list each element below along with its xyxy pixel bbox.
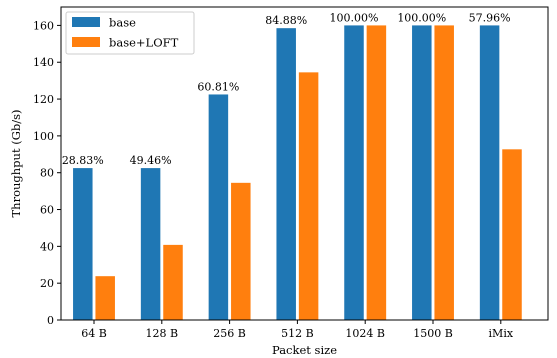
data-label-512-b: 84.88% <box>265 14 307 27</box>
x-tick-label-128-b: 128 B <box>146 327 179 340</box>
legend: base base+LOFT <box>65 11 195 55</box>
bar-base-loft-64-b <box>95 276 115 320</box>
annotations-layer: 28.83% 49.46% 60.81% 84.88% 100.00% 100.00% 57… <box>62 11 511 167</box>
y-tick-label-60: 60 <box>40 204 54 217</box>
y-tick-label-120: 120 <box>33 93 54 106</box>
legend-swatch-base-loft <box>72 37 100 47</box>
x-tick-label-256-b: 256 B <box>213 327 246 340</box>
bars-layer <box>73 25 522 321</box>
y-tick-label-40: 40 <box>40 240 54 253</box>
data-label-256-b: 60.81% <box>197 80 239 93</box>
bar-base-256-b <box>208 94 229 321</box>
bar-base-loft-1024-b <box>366 25 387 320</box>
bar-base-loft-256-b <box>231 182 251 320</box>
bar-base-loft-imix <box>502 149 522 320</box>
y-tick-label-160: 160 <box>33 19 54 32</box>
y-axis: 0 20 40 60 80 100 120 140 160 <box>33 19 61 327</box>
data-label-1500-b: 100.00% <box>397 11 446 24</box>
x-axis: 64 B 128 B 256 B 512 B 1024 B 1500 B iMix <box>81 320 514 340</box>
plot-frame <box>60 6 549 321</box>
legend-label-base: base <box>109 16 136 30</box>
y-tick-label-20: 20 <box>40 277 54 290</box>
legend-label-base-loft: base+LOFT <box>109 36 179 50</box>
data-label-64-b: 28.83% <box>62 154 104 167</box>
bar-base-imix <box>479 25 500 320</box>
bar-base-64-b <box>73 168 93 320</box>
bar-base-loft-1500-b <box>434 25 454 320</box>
y-tick-label-100: 100 <box>33 130 54 143</box>
bar-base-1024-b <box>344 25 364 320</box>
x-tick-label-512-b: 512 B <box>281 327 314 340</box>
y-tick-label-140: 140 <box>33 56 54 69</box>
bar-base-512-b <box>276 28 296 320</box>
legend-swatch-base <box>72 17 100 27</box>
bar-base-128-b <box>140 168 161 320</box>
x-tick-label-1500-b: 1500 B <box>413 327 453 340</box>
y-tick-label-0: 0 <box>47 314 54 327</box>
data-label-128-b: 49.46% <box>130 154 172 167</box>
data-label-1024-b: 100.00% <box>330 11 379 24</box>
data-label-imix: 57.96% <box>469 11 511 24</box>
y-axis-label: Throughput (Gb/s) <box>9 109 23 217</box>
bar-base-loft-512-b <box>298 72 319 320</box>
y-tick-label-80: 80 <box>40 167 54 180</box>
x-axis-label: Packet size <box>272 343 337 357</box>
x-tick-label-1024-b: 1024 B <box>345 327 385 340</box>
x-tick-label-imix: iMix <box>489 327 514 340</box>
bar-base-1500-b <box>412 25 432 320</box>
x-tick-label-64-b: 64 B <box>81 327 107 340</box>
bar-base-loft-128-b <box>163 244 183 320</box>
